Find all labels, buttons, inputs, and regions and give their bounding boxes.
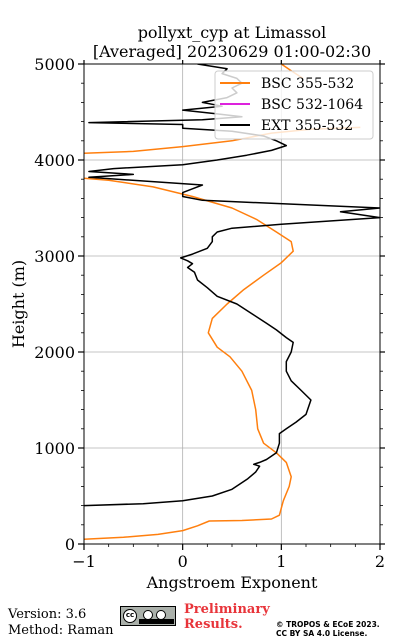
copyright-line1: © TROPOS & ECoE 2023. (276, 620, 380, 629)
series-line-4 (84, 64, 380, 507)
series-line-0 (84, 177, 294, 540)
x-tick-label: 1 (276, 552, 286, 571)
x-tick-label: 2 (375, 552, 385, 571)
y-axis-label: Height (m) (9, 260, 28, 348)
x-tick-label: −1 (72, 552, 96, 571)
y-tick-label: 4000 (34, 151, 75, 170)
y-tick-label: 5000 (34, 55, 75, 74)
x-axis-label: Angstroem Exponent (146, 573, 318, 592)
copyright-line2: CC BY SA 4.0 License. (276, 629, 368, 638)
cc-by-sa-badge: cc (120, 606, 176, 626)
preliminary-line1: Preliminary (184, 602, 270, 617)
version-text: Version: 3.6 (8, 607, 87, 622)
preliminary-line2: Results. (184, 617, 243, 632)
x-tick-label: 0 (178, 552, 188, 571)
y-tick-label: 0 (65, 535, 75, 554)
method-text: Method: Raman (8, 623, 114, 638)
y-tick-label: 3000 (34, 247, 75, 266)
copyright-notice: © TROPOS & ECoE 2023. CC BY SA 4.0 Licen… (276, 620, 380, 638)
y-tick-label: 1000 (34, 439, 75, 458)
preliminary-notice: Preliminary Results. (184, 602, 270, 632)
chart-title: pollyxt_cyp at Limassol (138, 23, 327, 42)
legend-label: BSC 532-1064 (261, 97, 363, 113)
y-tick-label: 2000 (34, 343, 75, 362)
badge-bar (139, 619, 174, 624)
legend-label: BSC 355-532 (261, 76, 354, 92)
chart-subtitle: [Averaged] 20230629 01:00-02:30 (93, 42, 371, 61)
legend-label: EXT 355-532 (261, 118, 353, 134)
legend-box (214, 70, 374, 140)
cc-icon: cc (123, 609, 137, 623)
